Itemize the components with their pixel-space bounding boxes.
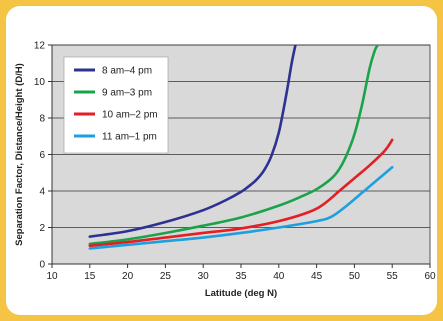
x-tick-label: 40: [273, 271, 285, 282]
y-tick-label: 8: [39, 114, 45, 125]
series-lines: [88, 45, 394, 250]
x-tick-label: 20: [122, 271, 134, 282]
x-tick-label: 25: [160, 271, 172, 282]
legend-label-2: 9 am–3 pm: [102, 88, 152, 99]
series-line-3: [88, 138, 394, 248]
x-tick-label: 55: [387, 271, 399, 282]
y-tick-labels: 0 2 4 6 8 10 12: [34, 41, 46, 271]
x-tick-label: 30: [198, 271, 210, 282]
x-tick-label: 45: [311, 271, 323, 282]
x-tick-label: 50: [349, 271, 361, 282]
legend-label-3: 10 am–2 pm: [102, 110, 158, 121]
x-axis-title: Latitude (deg N): [205, 288, 277, 299]
y-tick-label: 0: [39, 260, 45, 271]
y-tick-label: 10: [34, 77, 46, 88]
x-tick-label: 60: [424, 271, 436, 282]
y-tick-label: 2: [39, 223, 45, 234]
legend-label-1: 8 am–4 pm: [102, 66, 152, 77]
y-axis-title: Separation Factor, Distance/Height (D/H): [14, 63, 25, 246]
legend: 8 am–4 pm 9 am–3 pm 10 am–2 pm 11 am–1 pm: [63, 56, 169, 154]
y-tick-label: 4: [39, 187, 45, 198]
series-line-4: [88, 165, 394, 250]
axes: [48, 44, 431, 268]
x-tick-label: 10: [46, 271, 58, 282]
y-tick-label: 6: [39, 150, 45, 161]
series-line-2: [88, 45, 380, 246]
x-tick-labels: 10 15 20 25 30 35 40 45 50 55 60: [46, 271, 436, 282]
y-tick-label: 12: [34, 41, 46, 52]
x-tick-label: 35: [235, 271, 247, 282]
series-line-1: [88, 45, 297, 238]
legend-label-4: 11 am–1 pm: [102, 132, 157, 143]
x-tick-label: 15: [84, 271, 96, 282]
